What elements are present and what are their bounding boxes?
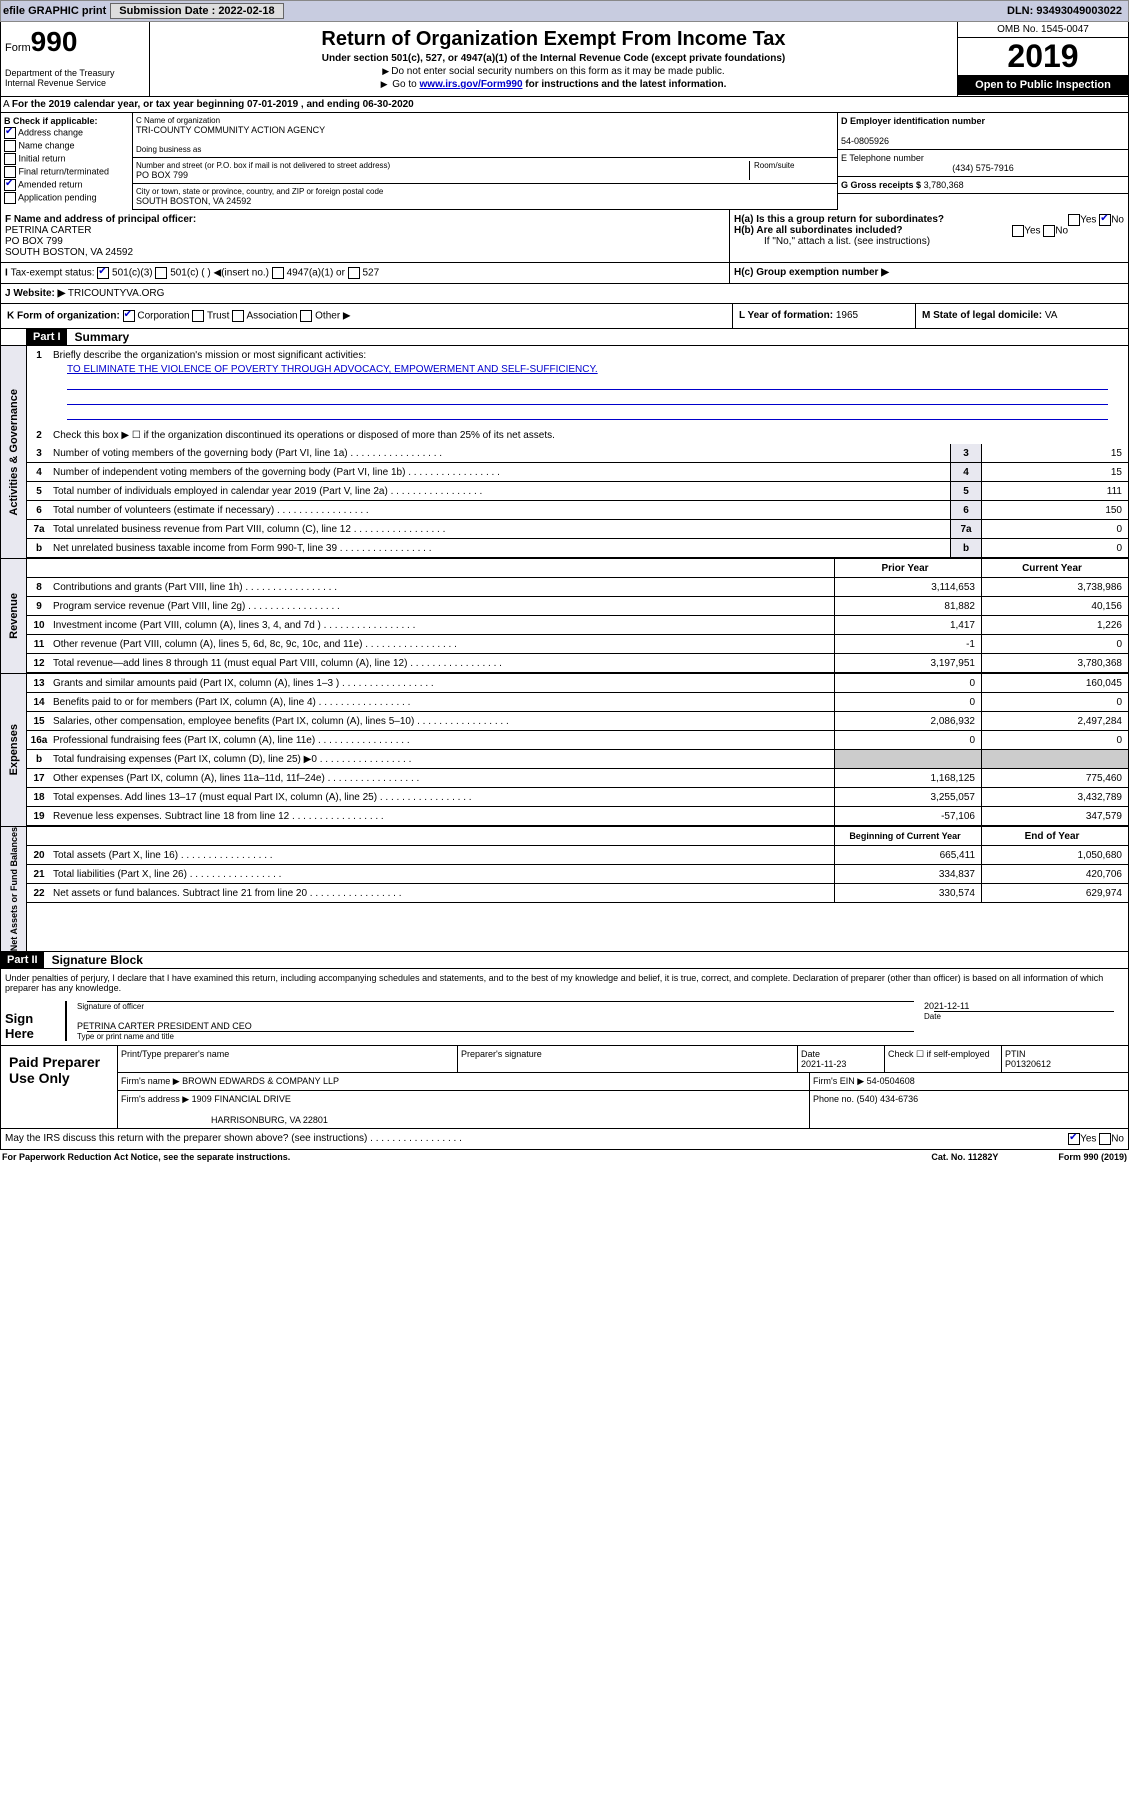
address: PO BOX 799 <box>136 170 745 180</box>
form-header: Form990 Department of the Treasury Inter… <box>0 22 1129 97</box>
chk-app-pending[interactable] <box>4 192 16 204</box>
box-h: H(a) Is this a group return for subordin… <box>730 210 1128 262</box>
chk-501c[interactable] <box>155 267 167 279</box>
year-box: OMB No. 1545-0047 2019 Open to Public In… <box>957 22 1128 96</box>
discuss-row: May the IRS discuss this return with the… <box>0 1129 1129 1150</box>
submission-date-btn[interactable]: Submission Date : 2022-02-18 <box>110 3 283 19</box>
gov-tab: Activities & Governance <box>8 389 20 516</box>
org-form-row: K Form of organization: Corporation Trus… <box>0 304 1129 329</box>
efile-label[interactable]: efile GRAPHIC print <box>3 5 106 17</box>
rev-tab: Revenue <box>8 593 20 639</box>
exp-tab: Expenses <box>8 724 20 775</box>
chk-amended-return[interactable] <box>4 179 16 191</box>
paid-preparer: Paid Preparer Use Only Print/Type prepar… <box>0 1046 1129 1129</box>
chk-corp[interactable] <box>123 310 135 322</box>
revenue-section: Revenue Prior YearCurrent Year 8Contribu… <box>0 559 1129 674</box>
chk-trust[interactable] <box>192 310 204 322</box>
form-label-box: Form990 Department of the Treasury Inter… <box>1 22 150 96</box>
footer: For Paperwork Reduction Act Notice, see … <box>0 1150 1129 1164</box>
gross-cell: G Gross receipts $ 3,780,368 <box>838 177 1128 194</box>
website-row: J Website: ▶ TRICOUNTYVA.ORG <box>0 284 1129 304</box>
officer-addr: PO BOX 799 SOUTH BOSTON, VA 24592 <box>5 236 725 258</box>
declaration: Under penalties of perjury, I declare th… <box>5 973 1124 993</box>
address-cell: Number and street (or P.O. box if mail i… <box>133 158 837 184</box>
box-j: J Website: ▶ TRICOUNTYVA.ORG <box>1 284 1128 303</box>
chk-address-change[interactable] <box>4 127 16 139</box>
note-goto: Go to www.irs.gov/Form990 for instructio… <box>156 79 951 90</box>
paid-title: Paid Preparer Use Only <box>1 1046 118 1128</box>
tax-year: 2019 <box>958 38 1128 75</box>
box-de: D Employer identification number 54-0805… <box>837 113 1128 210</box>
chk-other[interactable] <box>300 310 312 322</box>
org-name: TRI-COUNTY COMMUNITY ACTION AGENCY <box>136 125 834 135</box>
gross-receipts: 3,780,368 <box>924 180 964 190</box>
chk-hb-yes[interactable] <box>1012 225 1024 237</box>
chk-ha-no[interactable] <box>1099 214 1111 226</box>
chk-discuss-no[interactable] <box>1099 1133 1111 1145</box>
chk-4947[interactable] <box>272 267 284 279</box>
phone-cell: E Telephone number (434) 575-7916 <box>838 150 1128 177</box>
netassets-section: Net Assets or Fund Balances Beginning of… <box>0 827 1129 952</box>
firm-ein: 54-0504608 <box>867 1076 915 1086</box>
form-title: Return of Organization Exempt From Incom… <box>156 28 951 51</box>
topbar: efile GRAPHIC print Submission Date : 20… <box>0 0 1129 22</box>
chk-initial-return[interactable] <box>4 153 16 165</box>
net-tab: Net Assets or Fund Balances <box>9 827 19 951</box>
box-k: K Form of organization: Corporation Trus… <box>1 304 733 328</box>
sign-here: Sign Here <box>5 1001 65 1041</box>
irs-link[interactable]: www.irs.gov/Form990 <box>420 79 523 90</box>
chk-527[interactable] <box>348 267 360 279</box>
box-m: M State of legal domicile: VA <box>916 304 1128 328</box>
dept-label: Department of the Treasury Internal Reve… <box>5 68 145 88</box>
city-state-zip: SOUTH BOSTON, VA 24592 <box>136 196 834 206</box>
sig-date: 2021-12-11 <box>924 1001 1124 1011</box>
dln-label: DLN: 93493049003022 <box>1007 5 1126 17</box>
chk-501c3[interactable] <box>97 267 109 279</box>
officer-name: PETRINA CARTER <box>5 225 725 236</box>
firm-name: BROWN EDWARDS & COMPANY LLP <box>182 1076 339 1086</box>
chk-ha-yes[interactable] <box>1068 214 1080 226</box>
chk-assoc[interactable] <box>232 310 244 322</box>
title-box: Return of Organization Exempt From Incom… <box>150 22 957 96</box>
ein-value: 54-0805926 <box>841 136 1125 146</box>
part1-header: Part I Summary <box>0 329 1129 346</box>
governance-section: Activities & Governance 1Briefly describ… <box>0 346 1129 559</box>
box-b: B Check if applicable: Address change Na… <box>1 113 133 210</box>
entity-grid: B Check if applicable: Address change Na… <box>0 113 1129 210</box>
status-row: I Tax-exempt status: 501(c)(3) 501(c) ( … <box>0 263 1129 284</box>
chk-final-return[interactable] <box>4 166 16 178</box>
row-a-period: A For the 2019 calendar year, or tax yea… <box>0 97 1129 113</box>
chk-hb-no[interactable] <box>1043 225 1055 237</box>
form-number: 990 <box>31 26 78 57</box>
form-word: Form <box>5 42 31 54</box>
ptin: P01320612 <box>1005 1059 1125 1069</box>
chk-name-change[interactable] <box>4 140 16 152</box>
officer-row: F Name and address of principal officer:… <box>0 210 1129 263</box>
website-value: TRICOUNTYVA.ORG <box>68 288 164 299</box>
omb-number: OMB No. 1545-0047 <box>958 22 1128 38</box>
ein-cell: D Employer identification number 54-0805… <box>838 113 1128 150</box>
note-ssn: Do not enter social security numbers on … <box>156 66 951 77</box>
mission-text: TO ELIMINATE THE VIOLENCE OF POVERTY THR… <box>67 364 1108 375</box>
box-l: L Year of formation: 1965 <box>733 304 916 328</box>
org-name-cell: C Name of organization TRI-COUNTY COMMUN… <box>133 113 837 158</box>
chk-discuss-yes[interactable] <box>1068 1133 1080 1145</box>
phone-value: (434) 575-7916 <box>841 163 1125 173</box>
open-inspection: Open to Public Inspection <box>958 75 1128 95</box>
city-cell: City or town, state or province, country… <box>133 184 837 210</box>
firm-addr: 1909 FINANCIAL DRIVE <box>192 1094 291 1104</box>
box-f: F Name and address of principal officer:… <box>1 210 730 262</box>
signature-block: Under penalties of perjury, I declare th… <box>0 969 1129 1046</box>
part2-header: Part II Signature Block <box>0 952 1129 969</box>
box-b-title: B Check if applicable: <box>4 116 129 126</box>
box-hc: H(c) Group exemption number ▶ <box>730 263 1128 283</box>
officer-sig-name: PETRINA CARTER PRESIDENT AND CEO <box>77 1021 924 1031</box>
firm-phone: (540) 434-6736 <box>857 1094 919 1104</box>
expenses-section: Expenses 13Grants and similar amounts pa… <box>0 674 1129 827</box>
box-i: I Tax-exempt status: 501(c)(3) 501(c) ( … <box>1 263 730 283</box>
box-c: C Name of organization TRI-COUNTY COMMUN… <box>133 113 837 210</box>
form-subtitle: Under section 501(c), 527, or 4947(a)(1)… <box>154 53 953 64</box>
